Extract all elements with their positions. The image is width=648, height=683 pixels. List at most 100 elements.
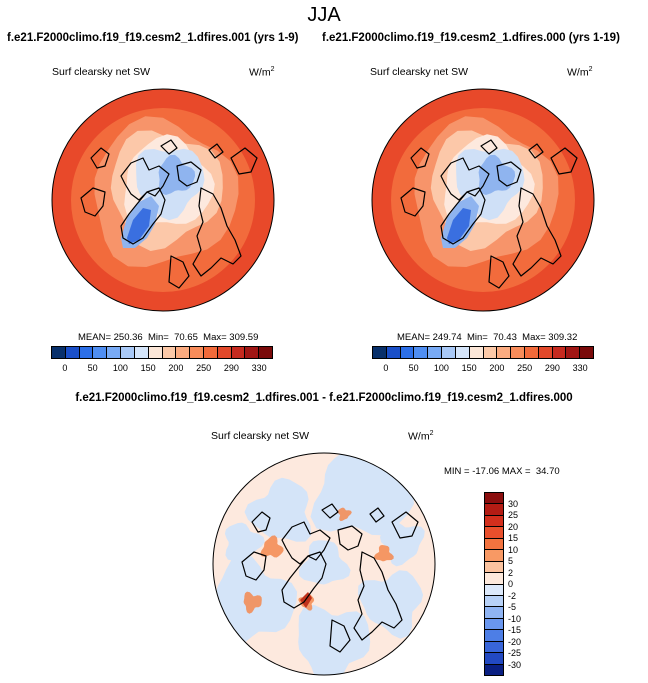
colorbar-tick-label: -30 (508, 659, 522, 670)
colorbar-tick-label: -2 (508, 590, 517, 601)
colorbar-tick-label: 10 (508, 544, 519, 555)
colorbar-box (107, 347, 122, 358)
colorbar-tick-label: -15 (508, 625, 522, 635)
colorbar-box (485, 630, 503, 642)
panel1-stats: MEAN= 250.36 Min= 70.65 Max= 309.59 (78, 332, 259, 343)
colorbar-box (455, 347, 470, 358)
case-title-right: f.e21.F2000climo.f19_f19.cesm2_1.dfires.… (322, 32, 620, 44)
colorbar-tick-label: 250 (196, 363, 212, 373)
colorbar-tick-label: 0 (62, 363, 68, 373)
colorbar-tick-label: 20 (508, 521, 519, 532)
coastline (120, 157, 170, 201)
coastline (440, 157, 490, 201)
greenland-deep (447, 208, 471, 244)
diff-variable-label: Surf clearsky net SW (211, 430, 310, 442)
panel1-polar-map (51, 88, 275, 312)
coastline (281, 521, 331, 565)
colorbar-box (580, 347, 593, 358)
map-field (372, 89, 594, 311)
colorbar-box (566, 347, 581, 358)
coastlines (80, 139, 258, 289)
coastline (281, 551, 327, 609)
coastlines (400, 139, 578, 289)
colorbar-box (93, 347, 108, 358)
colorbar-tick-label: 250 (517, 363, 533, 373)
colorbar-tick-label: -25 (508, 648, 522, 658)
colorbar-box (65, 347, 80, 358)
panel2-stats: MEAN= 249.74 Min= 70.43 Max= 309.32 (397, 332, 578, 343)
colorbar-box (414, 347, 429, 358)
colorbar-tick-label: 15 (508, 533, 519, 543)
colorbar-box (259, 347, 272, 358)
coastline (550, 147, 578, 175)
panel1-colorbar (51, 346, 273, 359)
colorbar-tick-label: 2 (508, 567, 514, 578)
map-boundary (212, 452, 436, 676)
coastline (369, 507, 385, 523)
colorbar-box (52, 347, 66, 358)
diff-colorbar (484, 492, 504, 676)
colorbar-tick-label: 50 (408, 363, 419, 373)
coastline (251, 511, 271, 533)
diff-positive-area (374, 545, 394, 562)
colorbar-box (485, 504, 503, 516)
colorbar-tick-label: 100 (433, 363, 449, 373)
colorbar-box (469, 347, 484, 358)
colorbar-box (176, 347, 191, 358)
greenland-deep (127, 208, 151, 244)
diff-negative-area (357, 570, 424, 639)
colorbar-box (485, 538, 503, 551)
colorbar-tick-label: 30 (508, 498, 519, 509)
difference-title: f.e21.F2000climo.f19_f19.cesm2_1.dfires.… (75, 392, 573, 404)
colorbar-tick-label: -20 (508, 636, 522, 647)
panel2-polar-map (371, 88, 595, 312)
coastline (230, 147, 258, 175)
colorbar-tick-label: 290 (223, 363, 239, 373)
coastline (329, 619, 351, 653)
coastline (528, 143, 544, 159)
panel1-units: W/m2 (249, 66, 275, 79)
colorbar-box (485, 493, 503, 505)
colorbar-tick-label: 5 (508, 556, 514, 566)
colorbar-box (485, 515, 503, 528)
colorbar-box (79, 347, 94, 358)
coastline (192, 187, 242, 277)
diff-negative-area (310, 453, 414, 536)
colorbar-tick-label: -10 (508, 613, 522, 624)
colorbar-box (485, 653, 503, 665)
coastline (160, 139, 178, 155)
diff-positive-area (260, 535, 284, 558)
colorbar-box (386, 347, 401, 358)
panel2-variable-label: Surf clearsky net SW (370, 66, 469, 78)
colorbar-tick-label: 50 (87, 363, 98, 373)
map-boundary (371, 88, 595, 312)
colorbar-box (485, 550, 503, 562)
diff-polar-map (212, 452, 436, 676)
colorbar-box (400, 347, 415, 358)
colorbar-tick-label: 330 (572, 363, 588, 373)
colorbar-tick-label: -5 (508, 602, 517, 612)
colorbar-tick-label: 200 (489, 363, 505, 373)
diff-positive-area (337, 507, 352, 522)
colorbar-tick-label: 200 (168, 363, 184, 373)
coastline (80, 187, 106, 217)
colorbar-box (485, 664, 503, 675)
diff-stats: MIN = -17.06 MAX = 34.70 (444, 466, 560, 477)
colorbar-box (524, 347, 539, 358)
colorbar-box (245, 347, 260, 358)
colorbar-tick-label: 150 (461, 363, 477, 373)
colorbar-box (121, 347, 135, 358)
colorbar-box (217, 347, 232, 358)
colorbar-box (148, 347, 163, 358)
diff-positive-area (243, 591, 262, 614)
case-title-left: f.e21.F2000climo.f19_f19.cesm2_1.dfires.… (7, 32, 299, 44)
colorbar-box (485, 618, 503, 631)
colorbar-box (485, 595, 503, 608)
coastline (496, 161, 522, 187)
map-boundary (51, 88, 275, 312)
colorbar-tick-label: 0 (508, 579, 514, 589)
colorbar-box (203, 347, 218, 358)
colorbar-tick-label: 330 (251, 363, 267, 373)
colorbar-tick-label: 100 (112, 363, 128, 373)
diff-negative-area (298, 604, 371, 675)
